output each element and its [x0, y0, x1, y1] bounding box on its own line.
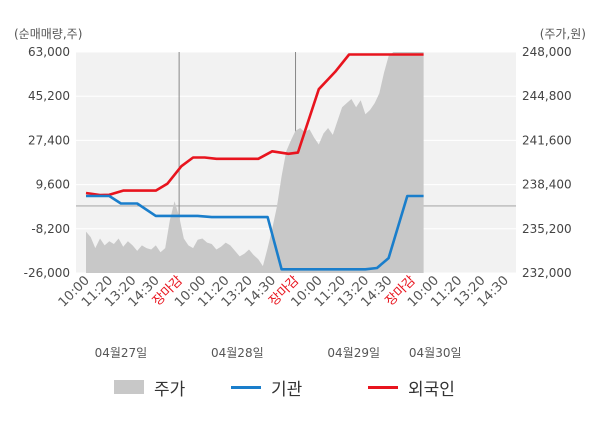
right-tick-label: 248,000	[522, 45, 572, 59]
foreign-line	[85, 53, 424, 197]
date-label: 04월29일	[327, 346, 380, 360]
left-tick-label: 27,400	[28, 133, 70, 147]
institution-line	[86, 194, 424, 271]
left-tick-label: 45,200	[28, 89, 70, 103]
legend-swatch-price	[114, 380, 144, 394]
date-label: 04월30일	[409, 346, 462, 360]
legend: 주가 기관 외국인	[0, 372, 600, 402]
legend-swatch-institution	[231, 385, 261, 389]
legend-label-price: 주가	[154, 379, 186, 400]
right-tick-label: 235,200	[522, 222, 572, 236]
legend-item-price: 주가	[114, 372, 185, 402]
lines-layer	[85, 53, 424, 271]
right-tick-label: 238,400	[522, 178, 572, 192]
legend-label-institution: 기관	[271, 379, 303, 400]
date-label: 04월27일	[95, 346, 148, 360]
price-area-layer	[86, 52, 424, 273]
date-label: 04월28일	[211, 346, 264, 360]
left-axis-unit: (순매매량,주)	[14, 27, 82, 41]
chart-svg: 63,000 45,200 27,400 9,600 -8,200 -26,000 248,…	[14, 27, 586, 360]
left-tick-label: 63,000	[28, 45, 70, 59]
right-tick-label: 232,000	[522, 266, 572, 280]
right-axis-unit: (주가,원)	[540, 27, 586, 41]
left-tick-label: 9,600	[36, 178, 70, 192]
price-area	[86, 52, 424, 273]
legend-label-foreign: 외국인	[408, 379, 455, 400]
left-tick-label: -8,200	[31, 222, 70, 236]
legend-item-institution: 기관	[231, 372, 302, 402]
right-tick-label: 241,600	[522, 133, 572, 147]
legend-item-foreign: 외국인	[368, 372, 455, 402]
right-tick-label: 244,800	[522, 89, 572, 103]
legend-swatch-foreign	[368, 385, 398, 389]
left-tick-label: -26,000	[24, 266, 70, 280]
